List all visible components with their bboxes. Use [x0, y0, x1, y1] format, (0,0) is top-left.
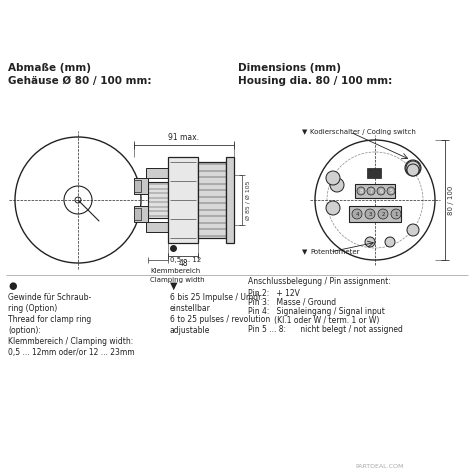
Bar: [168, 157, 198, 243]
Bar: [349, 206, 401, 222]
Circle shape: [365, 209, 375, 219]
Bar: [134, 178, 148, 194]
Bar: [226, 157, 234, 243]
Circle shape: [405, 160, 421, 176]
Circle shape: [385, 237, 395, 247]
Text: Dimensions (mm): Dimensions (mm): [238, 63, 341, 73]
Circle shape: [407, 224, 419, 236]
Text: ▼: ▼: [302, 129, 307, 135]
Circle shape: [407, 164, 419, 176]
Text: ●: ●: [8, 281, 17, 291]
Text: ▼: ▼: [302, 249, 307, 255]
Text: 6 bis 25 Impulse / Umdr.
einstellbar
6 to 25 pulses / revolution
adjustable: 6 bis 25 Impulse / Umdr. einstellbar 6 t…: [170, 293, 270, 335]
Circle shape: [330, 178, 344, 192]
Bar: [146, 222, 170, 232]
Text: Potentiometer: Potentiometer: [310, 249, 359, 255]
Circle shape: [409, 164, 417, 172]
Text: Abmaße (mm): Abmaße (mm): [8, 63, 91, 73]
Text: 6: 6: [380, 189, 383, 193]
Text: PARTDEAL.COM: PARTDEAL.COM: [355, 464, 403, 468]
Bar: [146, 168, 170, 178]
Text: 0,5 ... 12: 0,5 ... 12: [170, 257, 201, 263]
Circle shape: [378, 209, 388, 219]
Bar: [134, 208, 141, 220]
Bar: [198, 162, 226, 238]
Text: Housing dia. 80 / 100 mm:: Housing dia. 80 / 100 mm:: [238, 76, 392, 86]
Text: (Kl.1 oder W / term. 1 or W): (Kl.1 oder W / term. 1 or W): [248, 316, 379, 325]
Text: 3: 3: [368, 211, 372, 217]
Text: Pin 2:   + 12V: Pin 2: + 12V: [248, 289, 300, 298]
Text: 1: 1: [394, 211, 398, 217]
Text: Kodierschalter / Coding switch: Kodierschalter / Coding switch: [310, 129, 416, 135]
Text: 48: 48: [178, 258, 188, 267]
Text: Anschlussbelegung / Pin assignment:: Anschlussbelegung / Pin assignment:: [248, 276, 391, 285]
Circle shape: [406, 161, 420, 175]
Bar: [134, 180, 141, 192]
Circle shape: [367, 187, 375, 195]
Bar: [134, 206, 148, 222]
Circle shape: [326, 171, 340, 185]
Bar: [355, 184, 395, 198]
Circle shape: [352, 209, 362, 219]
Circle shape: [357, 187, 365, 195]
Circle shape: [365, 237, 375, 247]
Text: Pin 4:   Signaleingang / Signal input: Pin 4: Signaleingang / Signal input: [248, 307, 385, 316]
Text: Clamping width: Clamping width: [150, 277, 205, 283]
Text: Pin 5 ... 8:      nicht belegt / not assigned: Pin 5 ... 8: nicht belegt / not assigned: [248, 325, 403, 334]
Text: 91 max.: 91 max.: [168, 133, 200, 142]
Circle shape: [387, 187, 395, 195]
Text: 2: 2: [381, 211, 385, 217]
Text: 5: 5: [390, 189, 392, 193]
Text: Gehäuse Ø 80 / 100 mm:: Gehäuse Ø 80 / 100 mm:: [8, 76, 152, 86]
Circle shape: [391, 209, 401, 219]
Text: 4: 4: [355, 211, 359, 217]
Text: Ø 85 / Ø 105: Ø 85 / Ø 105: [246, 180, 251, 220]
Text: 7: 7: [369, 189, 373, 193]
Text: 80 / 100: 80 / 100: [448, 185, 454, 215]
Bar: [367, 168, 381, 178]
Text: 8: 8: [359, 189, 363, 193]
Circle shape: [377, 187, 385, 195]
Text: Klemmbereich: Klemmbereich: [150, 268, 200, 274]
Circle shape: [326, 201, 340, 215]
Text: ▼: ▼: [170, 281, 177, 291]
Bar: [148, 182, 168, 218]
Text: Pin 3:   Masse / Ground: Pin 3: Masse / Ground: [248, 298, 336, 307]
Text: Gewinde für Schraub-
ring (Option)
Thread for clamp ring
(option):
Klemmbereich : Gewinde für Schraub- ring (Option) Threa…: [8, 293, 135, 357]
